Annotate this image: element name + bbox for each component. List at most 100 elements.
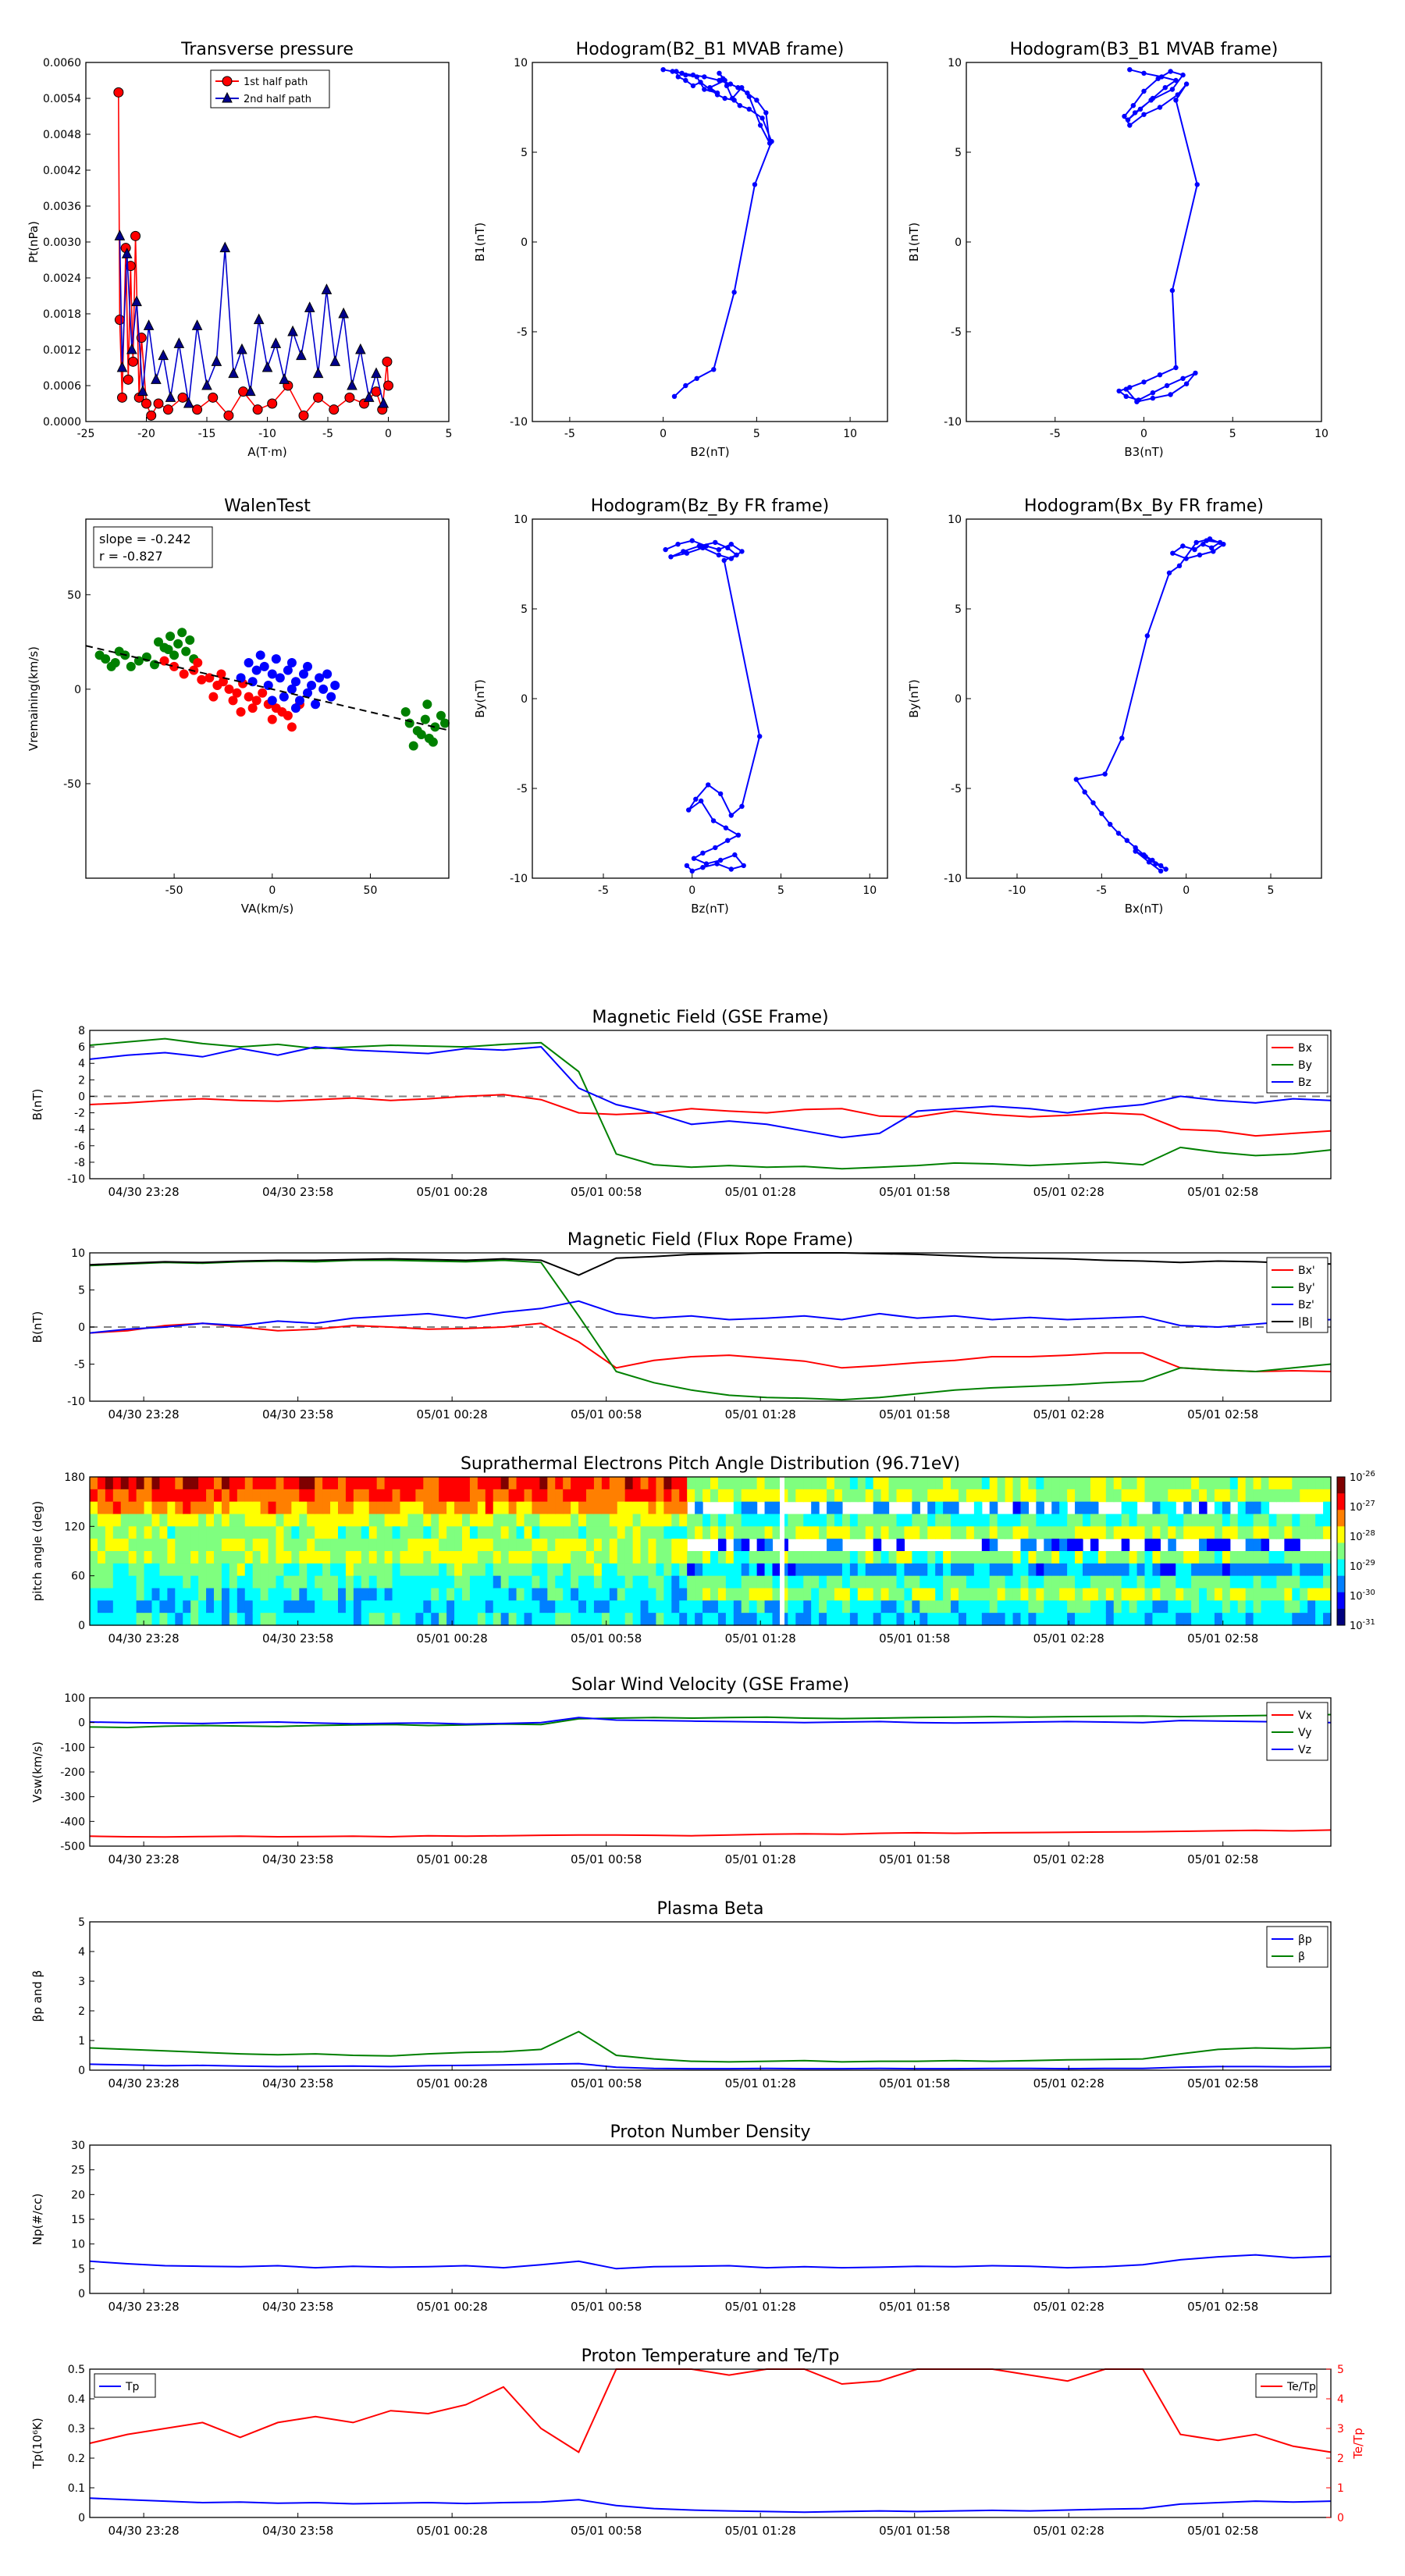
heatmap-cell: [563, 1551, 571, 1564]
y-tick-label: 0.2: [68, 2453, 85, 2465]
heatmap-cell: [702, 1551, 711, 1564]
heatmap-cell: [291, 1588, 300, 1601]
heatmap-cell: [376, 1501, 386, 1515]
x-tick-label: 05/01 01:58: [879, 1631, 950, 1646]
heatmap-cell: [345, 1489, 354, 1503]
data-point: [307, 681, 317, 691]
heatmap-cell: [1168, 1563, 1176, 1577]
x-tick-label: 04/30 23:28: [108, 2076, 180, 2090]
heatmap-cell: [446, 1613, 455, 1626]
y-axis-label: B1(nT): [473, 222, 487, 262]
heatmap-cell: [1036, 1526, 1044, 1539]
y-axis-label: By(nT): [473, 679, 487, 718]
heatmap-cell: [415, 1551, 424, 1564]
heatmap-cell: [1292, 1551, 1300, 1564]
heatmap-cell: [151, 1551, 161, 1564]
heatmap-cell: [144, 1575, 153, 1589]
heatmap-cell: [943, 1489, 951, 1503]
heatmap-cell: [90, 1588, 98, 1601]
plot-area: [966, 519, 1321, 878]
data-point: [267, 696, 277, 706]
heatmap-cell: [1059, 1477, 1068, 1490]
heatmap-cell: [112, 1551, 122, 1564]
heatmap-cell: [112, 1600, 122, 1614]
heatmap-cell: [1113, 1551, 1122, 1564]
data-point: [1158, 868, 1164, 874]
heatmap-cell: [90, 1514, 98, 1527]
heatmap-cell: [330, 1551, 339, 1564]
heatmap-cell: [338, 1477, 347, 1490]
data-point: [679, 70, 685, 76]
plot-area: [90, 1698, 1331, 1846]
heatmap-cell: [1028, 1613, 1037, 1626]
heatmap-cell: [1245, 1613, 1254, 1626]
heatmap-cell: [1183, 1575, 1192, 1589]
y-tick-label: 5: [955, 147, 962, 159]
data-point: [1141, 112, 1147, 117]
heatmap-cell: [1129, 1526, 1138, 1539]
data-point: [94, 650, 105, 660]
heatmap-cell: [919, 1514, 928, 1527]
heatmap-cell: [912, 1563, 920, 1577]
heatmap-cell: [764, 1526, 774, 1539]
heatmap-cell: [128, 1613, 137, 1626]
data-point: [303, 661, 313, 671]
data-point: [731, 98, 737, 103]
heatmap-cell: [1020, 1613, 1030, 1626]
heatmap-cell: [834, 1600, 843, 1614]
heatmap-cell: [299, 1501, 308, 1515]
heatmap-cell: [361, 1575, 370, 1589]
data-point: [698, 798, 704, 804]
heatmap-cell: [454, 1477, 463, 1490]
heatmap-cell: [1105, 1600, 1115, 1614]
heatmap-cell: [532, 1588, 540, 1601]
heatmap-cell: [415, 1613, 424, 1626]
heatmap-cell: [1199, 1501, 1208, 1515]
series-line: [89, 2030, 1332, 2063]
x-tick-label: -10: [1008, 884, 1026, 897]
heatmap-cell: [1268, 1600, 1278, 1614]
heatmap-cell: [1292, 1477, 1300, 1490]
heatmap-cell: [811, 1514, 820, 1527]
data-point: [689, 538, 695, 543]
data-point: [714, 92, 720, 98]
data-point: [322, 669, 333, 679]
data-point: [422, 699, 432, 710]
heatmap-cell: [733, 1489, 742, 1503]
heatmap-cell: [834, 1489, 843, 1503]
heatmap-cell: [276, 1613, 285, 1626]
heatmap-cell: [90, 1575, 98, 1589]
heatmap-cell: [1160, 1551, 1168, 1564]
heatmap-cell: [1191, 1600, 1200, 1614]
heatmap-cell: [276, 1477, 285, 1490]
heatmap-cell: [151, 1563, 161, 1577]
heatmap-cell: [462, 1575, 471, 1589]
y-tick-label: -10: [944, 416, 962, 429]
heatmap-cell: [578, 1526, 587, 1539]
heatmap-cell: [935, 1489, 944, 1503]
heatmap-cell: [183, 1477, 191, 1490]
heatmap-cell: [827, 1501, 835, 1515]
heatmap-cell: [105, 1551, 114, 1564]
data-point: [721, 557, 727, 564]
x-tick-label: -10: [258, 428, 276, 440]
heatmap-cell: [307, 1551, 315, 1564]
heatmap-cell: [252, 1501, 261, 1515]
legend-label: Bx': [1298, 1265, 1315, 1277]
data-point: [131, 295, 142, 307]
heatmap-cell: [811, 1588, 820, 1601]
heatmap-cell: [252, 1600, 261, 1614]
heatmap-cell: [307, 1514, 315, 1527]
data-point: [675, 74, 681, 80]
heatmap-cell: [183, 1489, 191, 1503]
heatmap-cell: [749, 1613, 758, 1626]
heatmap-cell: [345, 1477, 354, 1490]
heatmap-cell: [283, 1526, 292, 1539]
heatmap-cell: [1315, 1575, 1324, 1589]
heatmap-cell: [252, 1526, 261, 1539]
heatmap-cell: [244, 1477, 254, 1490]
heatmap-cell: [128, 1514, 137, 1527]
heatmap-cell: [563, 1539, 571, 1552]
heatmap-cell: [710, 1514, 719, 1527]
heatmap-cell: [244, 1489, 254, 1503]
